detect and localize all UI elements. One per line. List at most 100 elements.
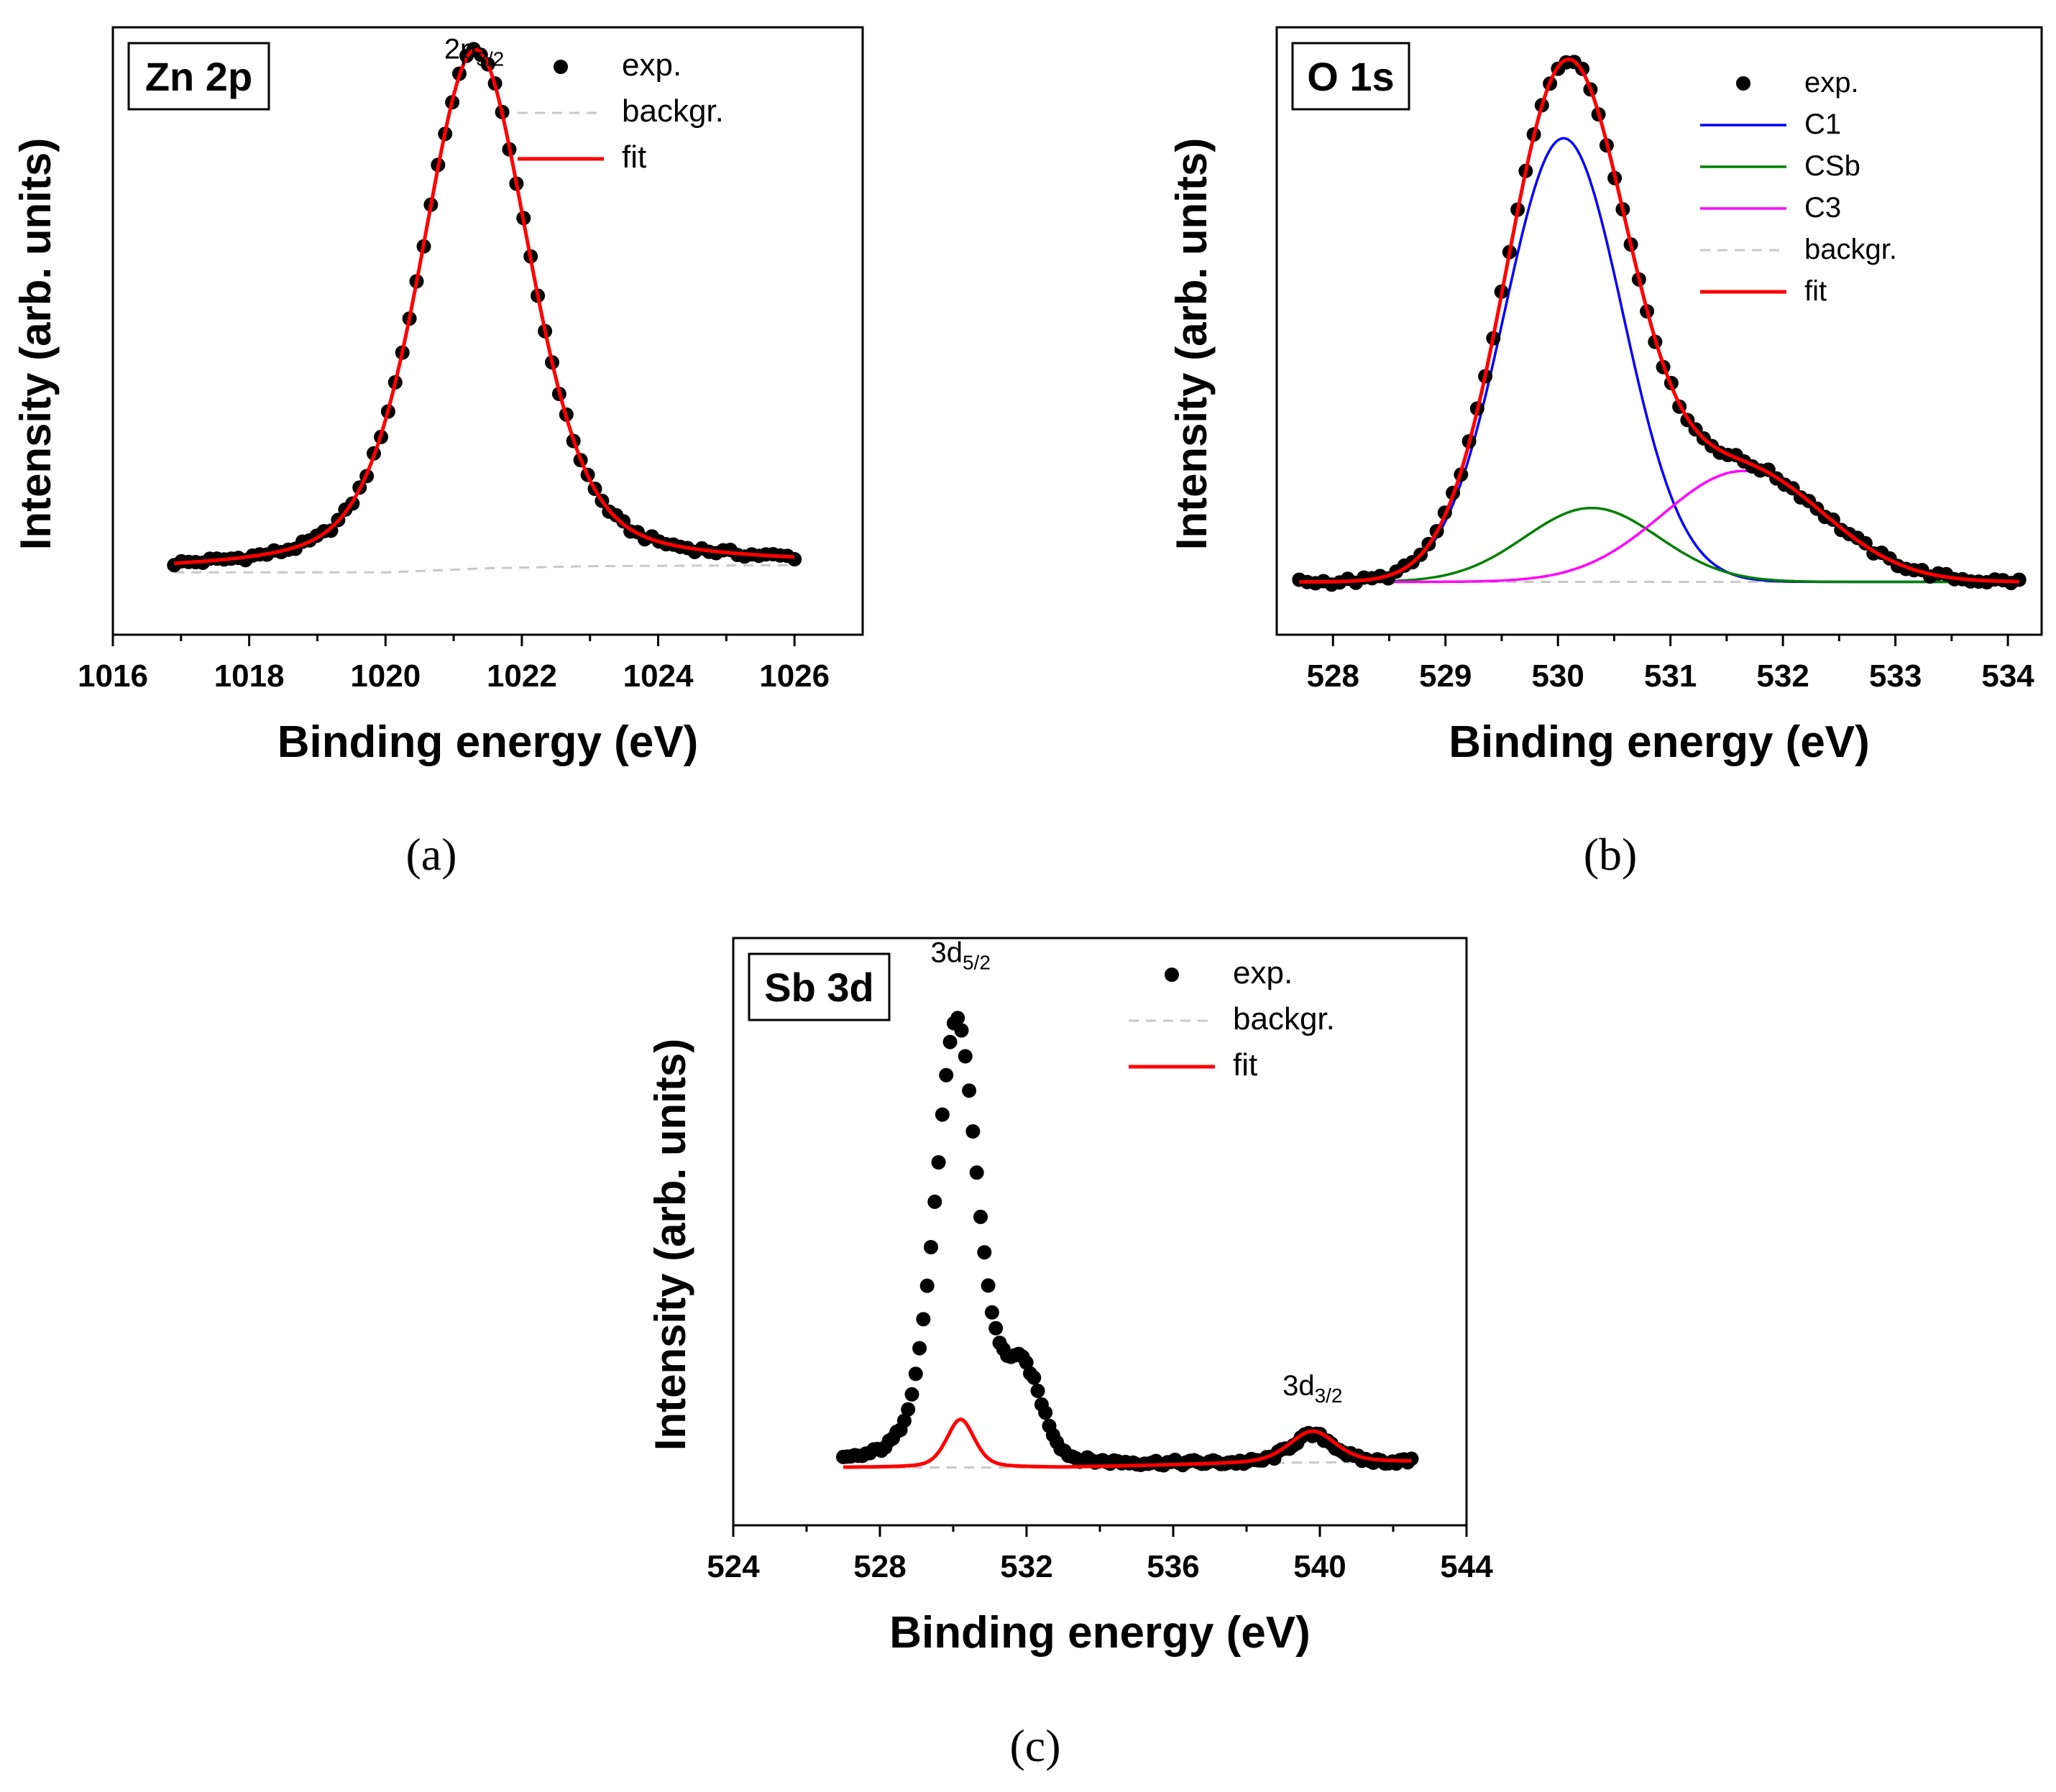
x-tick-label: 529	[1419, 658, 1472, 694]
exp-point	[950, 1011, 965, 1026]
exp-point	[984, 1305, 999, 1320]
exp-point	[927, 1194, 942, 1209]
x-tick-label: 536	[1147, 1549, 1199, 1584]
legend: exp. C1 CSb C3 backgr. fit	[1700, 67, 1897, 307]
panel-caption: (a)	[405, 829, 456, 880]
x-tick-label: 528	[853, 1549, 906, 1584]
plot-area	[836, 1011, 1419, 1473]
legend-label: C3	[1804, 192, 1841, 224]
legend-label: backgr.	[1233, 1001, 1335, 1037]
panel-label: Zn 2p	[145, 54, 252, 99]
x-tick-label: 534	[1981, 658, 2034, 694]
exp-point	[965, 1124, 981, 1139]
panel-label: Sb 3d	[764, 965, 873, 1010]
peak-annotation: 3d5/2	[930, 937, 990, 973]
x-tick-label: 1024	[623, 658, 694, 694]
exp-point	[896, 1413, 912, 1428]
exp-point	[935, 1107, 950, 1122]
x-tick-label: 528	[1307, 658, 1359, 694]
component-line-c1	[1299, 137, 2019, 584]
legend-label: C1	[1804, 109, 1841, 140]
x-tick-label: 533	[1869, 658, 1922, 694]
x-tick-label: 524	[707, 1549, 760, 1584]
exp-point	[973, 1209, 988, 1224]
chart-panel-a: 1016 1018 1020 1022 1024 1026 Binding energy (…	[12, 26, 864, 880]
x-tick-label: 1026	[759, 658, 830, 694]
plot-frame	[1275, 26, 2043, 636]
annotation-subscript: 3/2	[1315, 1384, 1343, 1407]
annotation-base: 2p	[444, 33, 477, 65]
x-tick-label: 540	[1293, 1549, 1346, 1584]
exp-point	[908, 1366, 923, 1382]
legend-label: exp.	[622, 47, 681, 83]
exp-point	[977, 1245, 992, 1260]
legend-label: fit	[1233, 1047, 1257, 1083]
exp-point	[958, 1049, 973, 1064]
exp-point	[1027, 1370, 1042, 1385]
fit-line	[174, 47, 795, 566]
x-tick-label: 1020	[350, 658, 421, 694]
panel-label-box	[1291, 42, 1410, 111]
fit-line	[843, 1417, 1412, 1469]
x-tick-label: 544	[1440, 1549, 1493, 1584]
exp-point	[1030, 1383, 1045, 1398]
exp-point	[981, 1278, 996, 1293]
annotation-base: 3d	[1282, 1370, 1315, 1402]
exp-point	[912, 1341, 927, 1356]
legend-symbol-dot	[554, 60, 568, 74]
y-axis-title: Intensity (arb. units)	[1167, 138, 1216, 550]
exp-point	[323, 523, 339, 538]
annotation-subscript: 5/2	[963, 951, 991, 973]
plot-area	[167, 42, 802, 574]
x-tick-label: 1018	[214, 658, 285, 694]
plot-frame	[732, 937, 1468, 1527]
panel-label: O 1s	[1307, 54, 1394, 99]
component-line-csb	[1299, 506, 2019, 584]
chart-panel-b: 528 529 530 531 532 533 534 Binding energy (eV)…	[1167, 26, 2043, 880]
chart-panel-c: 524 528 532 536 540 544 Binding energy (eV) Int…	[646, 937, 1493, 1771]
legend-label: fit	[622, 139, 646, 175]
y-axis-title: Intensity (arb. units)	[646, 1039, 694, 1451]
y-axis-title: Intensity (arb. units)	[12, 138, 60, 550]
exp-point	[787, 552, 802, 566]
annotation-base: 3d	[930, 937, 963, 968]
x-tick-label: 1016	[78, 658, 148, 694]
legend-label: backgr.	[622, 93, 724, 129]
x-tick-label: 531	[1644, 658, 1697, 694]
exp-point	[939, 1067, 954, 1083]
exp-point	[954, 1023, 969, 1038]
exp-point	[1404, 1451, 1419, 1466]
exp-point	[942, 1034, 958, 1049]
exp-points	[1292, 55, 2027, 592]
x-axis-title: Binding energy (eV)	[277, 717, 699, 767]
panel-caption: (b)	[1584, 829, 1638, 880]
x-axis-title: Binding energy (eV)	[889, 1608, 1311, 1658]
panel-label-box	[748, 952, 891, 1021]
exp-point	[969, 1165, 984, 1180]
plot-frame	[111, 26, 864, 636]
panel-label-box	[127, 42, 270, 111]
legend-label: exp.	[1233, 955, 1293, 991]
exp-point	[901, 1402, 916, 1417]
panel-caption: (c)	[1009, 1720, 1060, 1771]
x-tick-label: 530	[1531, 658, 1584, 694]
exp-point	[962, 1083, 977, 1098]
peak-annotation: 3d3/2	[1282, 1370, 1342, 1407]
plot-area	[1292, 55, 2027, 592]
background-line	[174, 564, 795, 574]
legend-label: backgr.	[1804, 234, 1897, 265]
exp-point	[931, 1155, 946, 1170]
exp-point	[904, 1387, 919, 1402]
x-tick-label: 1022	[487, 658, 557, 694]
legend-label: exp.	[1804, 67, 1859, 98]
legend: exp. backgr. fit	[1129, 955, 1335, 1083]
exp-point	[1038, 1405, 1053, 1420]
exp-point	[988, 1320, 1004, 1336]
x-tick-label: 532	[1000, 1549, 1052, 1584]
fit-line	[1299, 57, 2019, 584]
exp-point	[916, 1312, 931, 1327]
peak-annotation: 2p3/2	[444, 33, 504, 70]
legend: exp. backgr. fit	[518, 47, 724, 175]
x-tick-label: 532	[1756, 658, 1809, 694]
